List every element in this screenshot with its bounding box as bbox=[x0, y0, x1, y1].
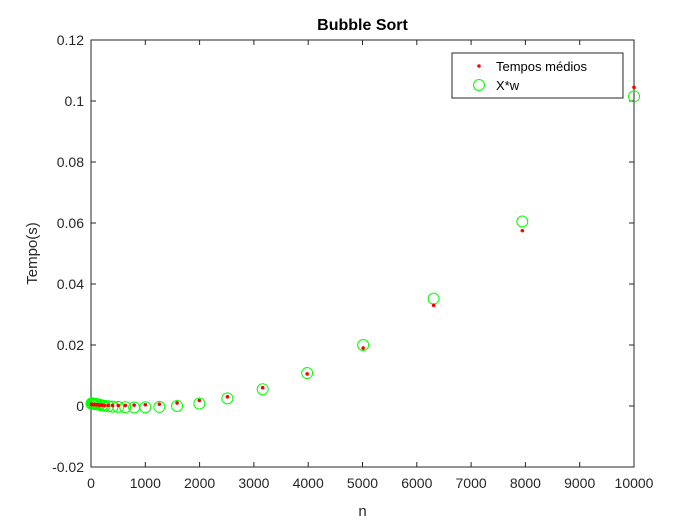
tempos-medios-point bbox=[260, 385, 265, 390]
tempos-medios-point bbox=[143, 402, 148, 407]
x-tick-label: 9000 bbox=[564, 475, 595, 491]
y-tick-label: 0.04 bbox=[57, 276, 84, 292]
axes-box bbox=[90, 39, 635, 468]
y-axis-label: Tempo(s) bbox=[24, 222, 41, 285]
tempos-medios-point bbox=[157, 402, 162, 406]
legend-label-xw: X*w bbox=[496, 78, 520, 93]
legend-label-tempos-medios: Tempos médios bbox=[496, 59, 588, 74]
y-tick-label: 0.08 bbox=[57, 154, 84, 170]
xw-point bbox=[628, 90, 640, 103]
xw-point bbox=[301, 367, 314, 380]
tempos-medios-point bbox=[197, 398, 202, 403]
x-tick-label: 4000 bbox=[293, 475, 324, 491]
x-tick-label: 10000 bbox=[615, 475, 654, 491]
x-tick-label: 5000 bbox=[347, 475, 378, 491]
x-tick-label: 7000 bbox=[456, 475, 487, 491]
y-tick-label: 0.02 bbox=[57, 337, 84, 353]
chart-title: Bubble Sort bbox=[317, 17, 408, 34]
tempos-medios-point bbox=[361, 346, 365, 350]
tempos-medios-point bbox=[520, 228, 525, 233]
x-tick-label: 3000 bbox=[238, 475, 269, 491]
y-tick-label: -0.02 bbox=[52, 459, 84, 475]
xw-point bbox=[119, 401, 132, 414]
tempos-medios-point bbox=[100, 403, 104, 407]
x-axis-label: n bbox=[358, 503, 366, 520]
tempos-medios-point bbox=[431, 303, 436, 308]
y-tick-label: 0 bbox=[76, 398, 84, 414]
y-tick-label: 0.1 bbox=[65, 93, 85, 109]
tempos-medios-point bbox=[225, 395, 230, 399]
ticks: 0 1000 2000 3000 4000 5000 6000 7000 8000 9000 100… bbox=[52, 32, 654, 491]
x-tick-label: 0 bbox=[87, 475, 95, 491]
y-tick-label: 0.06 bbox=[57, 215, 84, 231]
xw-point bbox=[221, 392, 234, 405]
xw-point bbox=[139, 401, 152, 414]
xw-point bbox=[153, 400, 166, 413]
xw-point bbox=[193, 397, 206, 410]
tempos-medios-point bbox=[132, 403, 136, 407]
tempos-medios-point bbox=[102, 403, 107, 408]
tempos-medios-point bbox=[305, 372, 309, 376]
x-tick-label: 1000 bbox=[130, 475, 161, 491]
xw-point bbox=[171, 400, 184, 412]
xw-point bbox=[256, 383, 269, 396]
tempos-medios-point bbox=[632, 85, 636, 90]
legend: Tempos médios X*w bbox=[451, 52, 624, 99]
x-tick-label: 6000 bbox=[401, 475, 432, 491]
tempos-medios-point bbox=[110, 403, 115, 408]
data-marks bbox=[85, 85, 640, 414]
legend-marker-xw bbox=[473, 79, 485, 91]
xw-point bbox=[516, 215, 529, 228]
x-tick-label: 8000 bbox=[510, 475, 541, 491]
x-tick-label: 2000 bbox=[184, 475, 215, 491]
tempos-medios-point bbox=[106, 403, 110, 408]
tempos-medios-point bbox=[116, 403, 121, 408]
tempos-medios-point bbox=[123, 403, 128, 408]
plot-area bbox=[90, 39, 635, 468]
tempos-medios-point bbox=[175, 401, 179, 405]
y-tick-label: 0.12 bbox=[57, 32, 84, 48]
legend-marker-tempos-medios bbox=[477, 64, 481, 68]
xw-point bbox=[357, 339, 370, 351]
